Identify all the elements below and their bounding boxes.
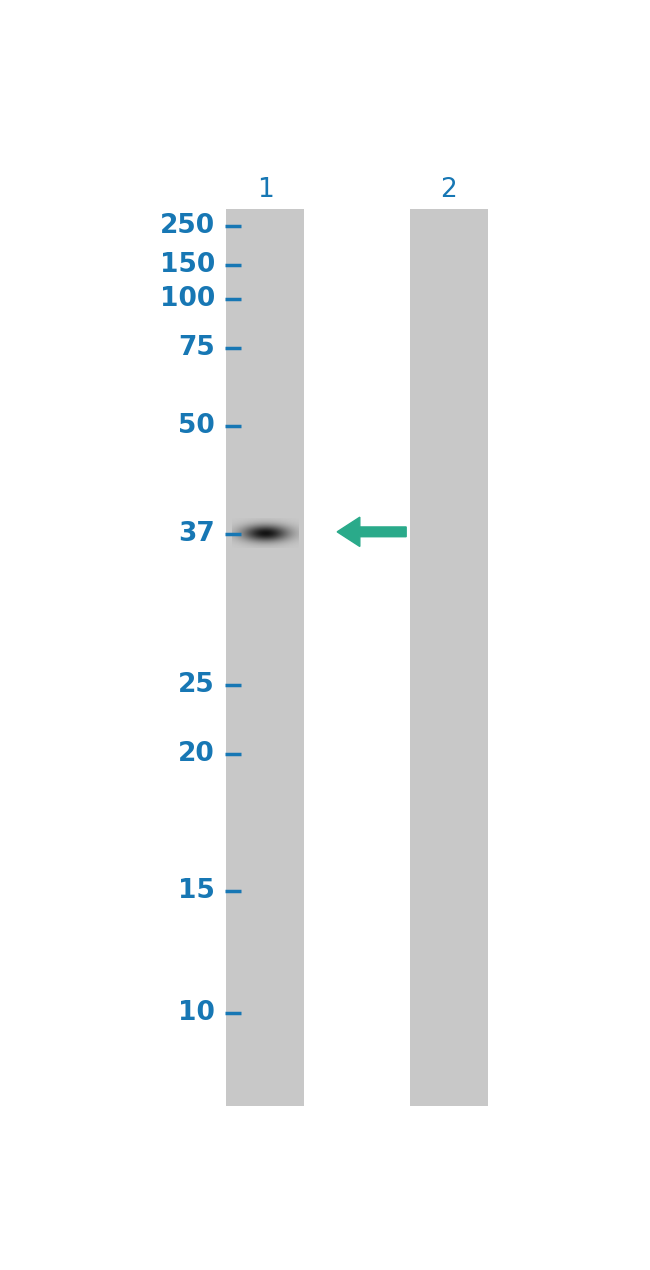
- Text: 50: 50: [178, 413, 215, 439]
- Text: 250: 250: [160, 213, 215, 239]
- FancyArrow shape: [337, 517, 406, 546]
- Text: 25: 25: [178, 672, 215, 699]
- Bar: [226, 210, 304, 1106]
- Bar: [410, 210, 488, 1106]
- Text: 100: 100: [160, 286, 215, 312]
- Text: 37: 37: [178, 521, 215, 547]
- Text: 15: 15: [178, 878, 215, 904]
- Text: 150: 150: [160, 251, 215, 278]
- Text: 2: 2: [441, 177, 458, 202]
- Text: 1: 1: [257, 177, 274, 202]
- Text: 10: 10: [178, 999, 215, 1026]
- Text: 75: 75: [178, 335, 215, 361]
- Text: 20: 20: [178, 740, 215, 767]
